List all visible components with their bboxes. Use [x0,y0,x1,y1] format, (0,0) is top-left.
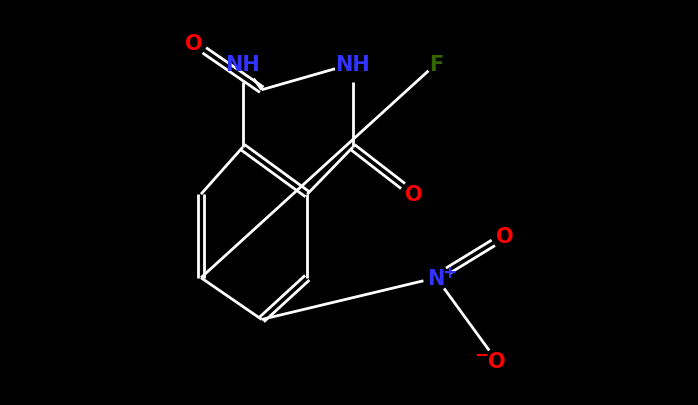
Text: NH: NH [336,55,370,75]
Text: O: O [405,185,422,205]
Text: +: + [443,264,456,282]
Text: F: F [429,55,443,75]
Text: O: O [496,226,514,246]
Text: O: O [488,352,506,371]
Text: NH: NH [225,55,260,75]
Text: O: O [184,34,202,53]
Text: N: N [428,268,445,288]
Text: −: − [474,344,488,362]
